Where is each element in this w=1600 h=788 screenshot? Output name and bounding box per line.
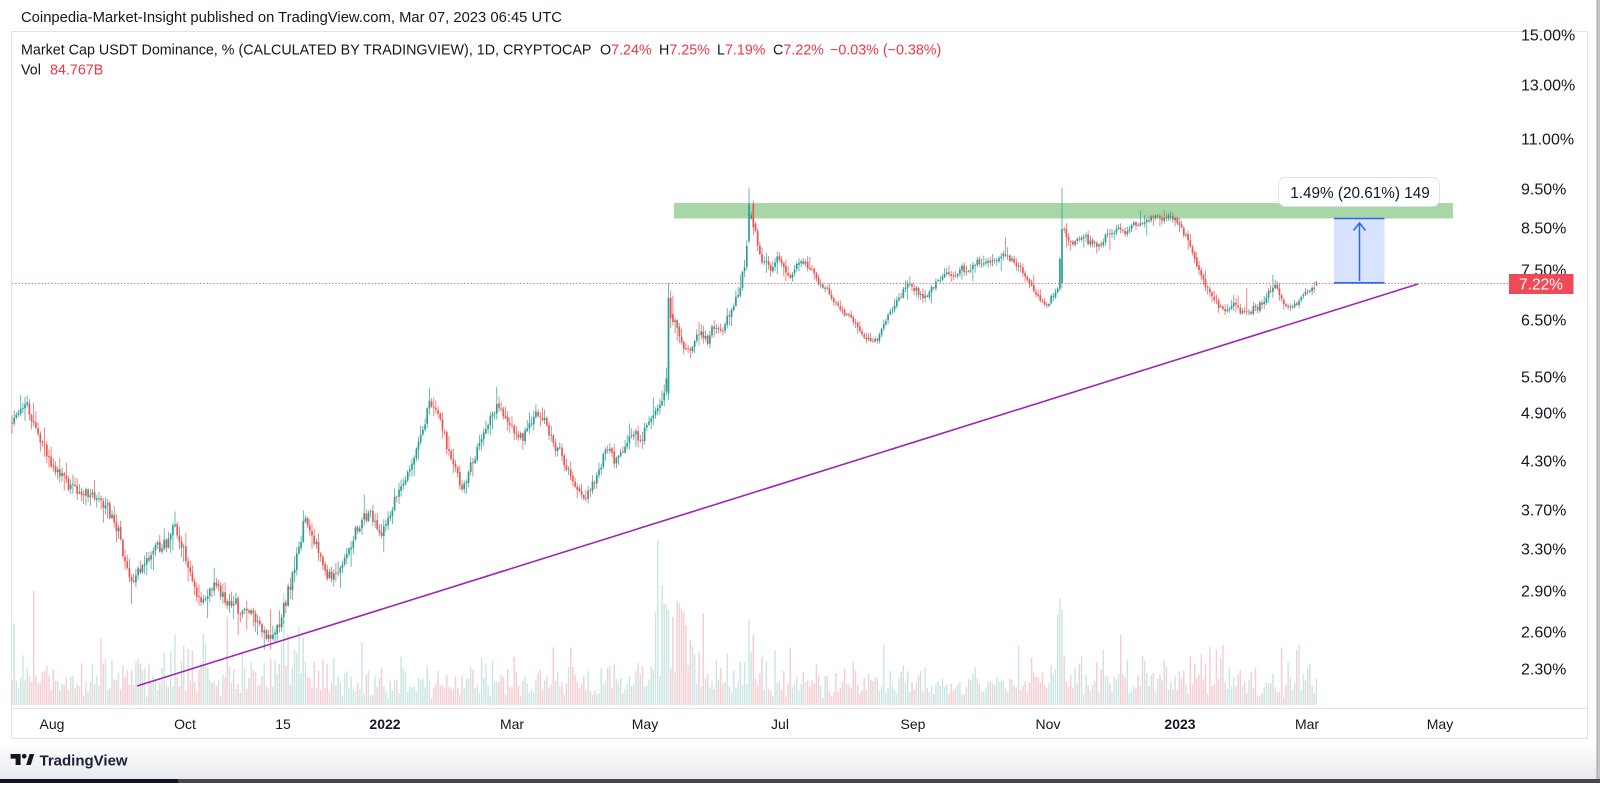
svg-text:13.00%: 13.00% xyxy=(1521,78,1575,95)
svg-text:2.60%: 2.60% xyxy=(1521,625,1566,642)
svg-text:8.50%: 8.50% xyxy=(1521,221,1566,238)
svg-text:Nov: Nov xyxy=(1036,716,1061,732)
svg-text:3.70%: 3.70% xyxy=(1521,503,1566,520)
svg-text:5.50%: 5.50% xyxy=(1521,370,1566,387)
svg-text:Aug: Aug xyxy=(40,716,65,732)
svg-text:9.50%: 9.50% xyxy=(1521,182,1566,199)
svg-text:15.00%: 15.00% xyxy=(1521,28,1575,45)
svg-text:TradingView: TradingView xyxy=(40,753,128,770)
svg-text:15: 15 xyxy=(275,716,291,732)
svg-text:11.00%: 11.00% xyxy=(1521,132,1574,149)
svg-text:4.90%: 4.90% xyxy=(1521,406,1566,423)
svg-text:4.30%: 4.30% xyxy=(1521,454,1566,471)
svg-text:2023: 2023 xyxy=(1164,716,1195,732)
svg-text:Coinpedia-Market-Insight publi: Coinpedia-Market-Insight published on Tr… xyxy=(21,10,562,26)
svg-text:Oct: Oct xyxy=(174,716,196,732)
svg-text:1.49% (20.61%) 149: 1.49% (20.61%) 149 xyxy=(1290,185,1429,202)
svg-text:May: May xyxy=(1427,716,1453,732)
svg-text:Market Cap USDT Dominance, % (: Market Cap USDT Dominance, % (CALCULATED… xyxy=(21,42,941,58)
svg-text:Jul: Jul xyxy=(771,716,789,732)
svg-text:Sep: Sep xyxy=(901,716,926,732)
svg-text:2.30%: 2.30% xyxy=(1521,662,1566,679)
svg-text:2022: 2022 xyxy=(369,716,400,732)
svg-text:2.90%: 2.90% xyxy=(1521,584,1566,601)
svg-text:3.30%: 3.30% xyxy=(1521,542,1566,559)
svg-text:7.22%: 7.22% xyxy=(1519,277,1563,294)
svg-text:Mar: Mar xyxy=(500,716,524,732)
svg-text:6.50%: 6.50% xyxy=(1521,313,1566,330)
svg-text:Mar: Mar xyxy=(1295,716,1319,732)
svg-text:May: May xyxy=(632,716,658,732)
